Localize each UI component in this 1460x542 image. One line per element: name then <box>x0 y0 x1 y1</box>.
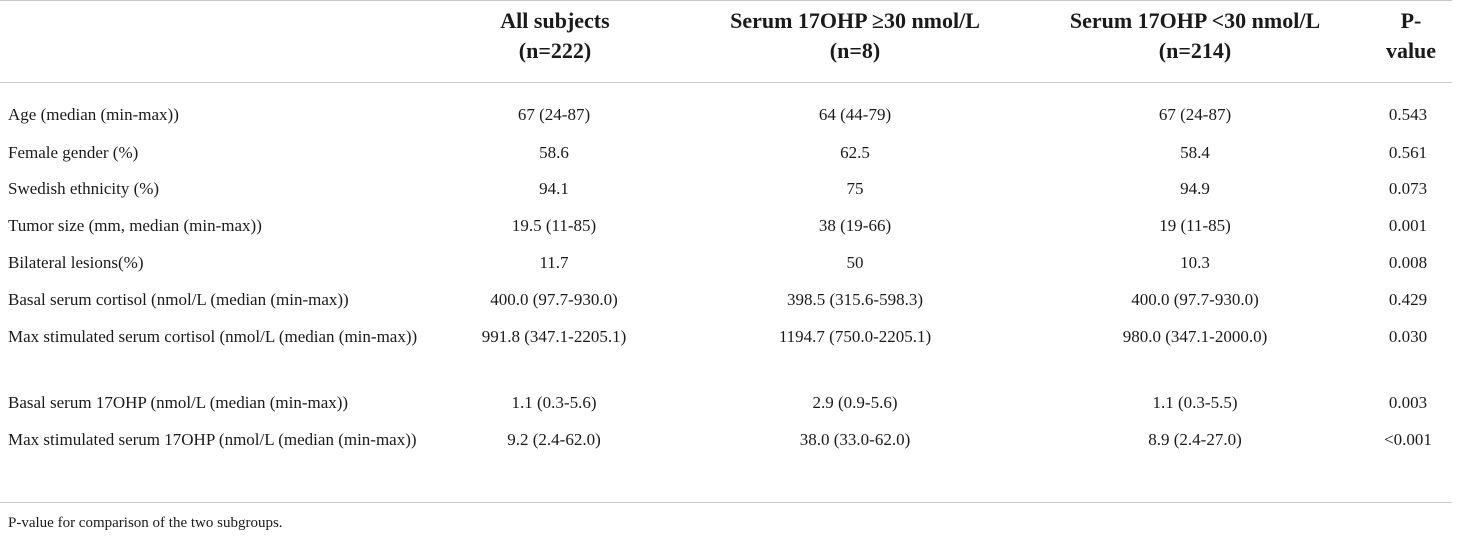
cell-17ohp-low: 19 (11-85) <box>1159 216 1231 235</box>
table-bottom-rule <box>0 502 1452 503</box>
cell-p-value: 0.561 <box>1388 143 1428 162</box>
header-all-line2: (n=222) <box>518 38 592 63</box>
header-all-line1: All subjects <box>500 8 610 33</box>
header-p-line2: value <box>1385 38 1437 63</box>
header-lo-line2: (n=214) <box>1158 38 1232 63</box>
cell-17ohp-high: 75 <box>846 179 864 198</box>
cell-p-value: 0.008 <box>1388 253 1428 272</box>
cell-all-subjects: 67 (24-87) <box>517 105 591 124</box>
cell-17ohp-low: 10.3 <box>1180 253 1210 272</box>
cell-all-subjects: 991.8 (347.1-2205.1) <box>481 327 627 346</box>
cell-17ohp-low: 8.9 (2.4-27.0) <box>1148 430 1242 449</box>
cell-all-subjects: 58.6 <box>539 143 569 162</box>
row-label: Max stimulated serum cortisol (nmol/L (m… <box>8 327 418 346</box>
cell-all-subjects: 9.2 (2.4-62.0) <box>507 430 601 449</box>
cell-17ohp-high: 62.5 <box>840 143 870 162</box>
cell-17ohp-low: 67 (24-87) <box>1158 105 1232 124</box>
row-label: Max stimulated serum 17OHP (nmol/L (medi… <box>8 430 417 449</box>
cell-all-subjects: 1.1 (0.3-5.6) <box>511 393 597 412</box>
cell-all-subjects: 400.0 (97.7-930.0) <box>490 290 618 309</box>
cell-17ohp-low: 1.1 (0.3-5.5) <box>1152 393 1238 412</box>
cell-17ohp-high: 1194.7 (750.0-2205.1) <box>778 327 932 346</box>
row-label: Basal serum 17OHP (nmol/L (median (min-m… <box>8 393 349 412</box>
cell-p-value: 0.543 <box>1388 105 1428 124</box>
cell-all-subjects: 19.5 (11-85) <box>511 216 597 235</box>
header-17ohp-high: Serum 17OHP ≥30 nmol/L (n=8) <box>685 6 1025 66</box>
row-label: Tumor size (mm, median (min-max)) <box>8 216 262 235</box>
row-label: Swedish ethnicity (%) <box>8 179 160 198</box>
cell-17ohp-high: 38.0 (33.0-62.0) <box>799 430 911 449</box>
cell-17ohp-high: 398.5 (315.6-598.3) <box>787 290 923 309</box>
cell-17ohp-high: 2.9 (0.9-5.6) <box>812 393 898 412</box>
cell-17ohp-low: 980.0 (347.1-2000.0) <box>1122 327 1268 346</box>
row-label: Age (median (min-max)) <box>8 105 179 124</box>
cell-p-value: 0.003 <box>1388 393 1428 412</box>
table-top-rule <box>0 0 1452 1</box>
header-lo-line1: Serum 17OHP <30 nmol/L <box>1069 8 1321 33</box>
cell-p-value: 0.073 <box>1388 179 1428 198</box>
cell-17ohp-high: 50 <box>846 253 864 272</box>
cell-all-subjects: 11.7 <box>539 253 569 272</box>
cell-all-subjects: 94.1 <box>539 179 569 198</box>
cell-p-value: 0.001 <box>1388 216 1428 235</box>
cell-17ohp-low: 400.0 (97.7-930.0) <box>1131 290 1259 309</box>
header-hi-line1: Serum 17OHP ≥30 nmol/L <box>730 8 980 33</box>
row-label: Bilateral lesions(%) <box>8 253 144 272</box>
cell-17ohp-high: 64 (44-79) <box>818 105 892 124</box>
header-p-value: P- value <box>1372 6 1450 66</box>
header-hi-line2: (n=8) <box>829 38 881 63</box>
cell-17ohp-high: 38 (19-66) <box>818 216 892 235</box>
row-label: Basal serum cortisol (nmol/L (median (mi… <box>8 290 349 309</box>
cell-17ohp-low: 58.4 <box>1180 143 1210 162</box>
cell-p-value: <0.001 <box>1384 430 1432 449</box>
cell-17ohp-low: 94.9 <box>1180 179 1210 198</box>
header-all-subjects: All subjects (n=222) <box>450 6 660 66</box>
table-footnote: P-value for comparison of the two subgro… <box>8 515 283 531</box>
cell-p-value: 0.030 <box>1388 327 1428 346</box>
row-label: Female gender (%) <box>8 143 139 162</box>
cell-p-value: 0.429 <box>1388 290 1428 309</box>
table-header-rule <box>0 82 1452 83</box>
header-p-line1: P- <box>1400 8 1422 33</box>
header-17ohp-low: Serum 17OHP <30 nmol/L (n=214) <box>1028 6 1362 66</box>
